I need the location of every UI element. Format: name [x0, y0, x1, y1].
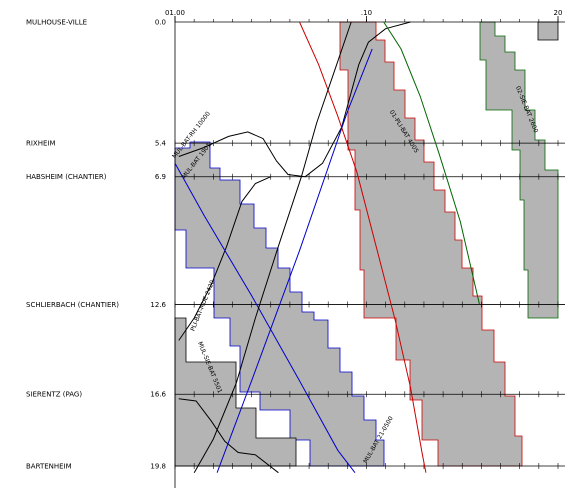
grid-lines [174, 16, 565, 488]
station-km: 19.8 [150, 463, 166, 471]
station-km: 5.4 [155, 140, 167, 148]
axis-labels: MULHOUSE-VILLE 0.0 RIXHEIM 5.4 HABSHEIM (CHA… [26, 9, 562, 471]
occupancy-block-2 [479, 21, 559, 319]
station-name: MULHOUSE-VILLE [26, 19, 87, 27]
occupancy-blocks [174, 21, 559, 467]
train-paths [174, 21, 480, 474]
time-tick-label: .10 [361, 9, 372, 17]
station-km: 0.0 [155, 19, 166, 27]
time-tick-label: 20 [554, 9, 563, 17]
train-path [178, 21, 411, 178]
station-name: SCHLIERBACH (CHANTIER) [26, 301, 119, 309]
train-label: PLI-BAT-MUE 2420 [190, 279, 217, 332]
train-path [299, 21, 427, 473]
station-km: 16.6 [150, 391, 166, 399]
train-path [193, 21, 352, 473]
station-name: BARTENHEIM [26, 463, 72, 471]
train-path [174, 163, 356, 474]
station-km: 12.6 [150, 301, 166, 309]
time-tick-label: 01.00 [165, 9, 185, 17]
train-path [178, 176, 272, 341]
station-km: 6.9 [155, 173, 166, 181]
station-name: RIXHEIM [26, 140, 56, 148]
train-path [216, 48, 373, 473]
station-name: HABSHEIM (CHANTIER) [26, 173, 107, 181]
train-path [178, 398, 279, 474]
occupancy-block-1 [339, 21, 523, 467]
occupancy-block-5 [537, 21, 559, 41]
train-path [383, 21, 480, 305]
station-name: SIERENTZ (PAG) [26, 391, 82, 399]
